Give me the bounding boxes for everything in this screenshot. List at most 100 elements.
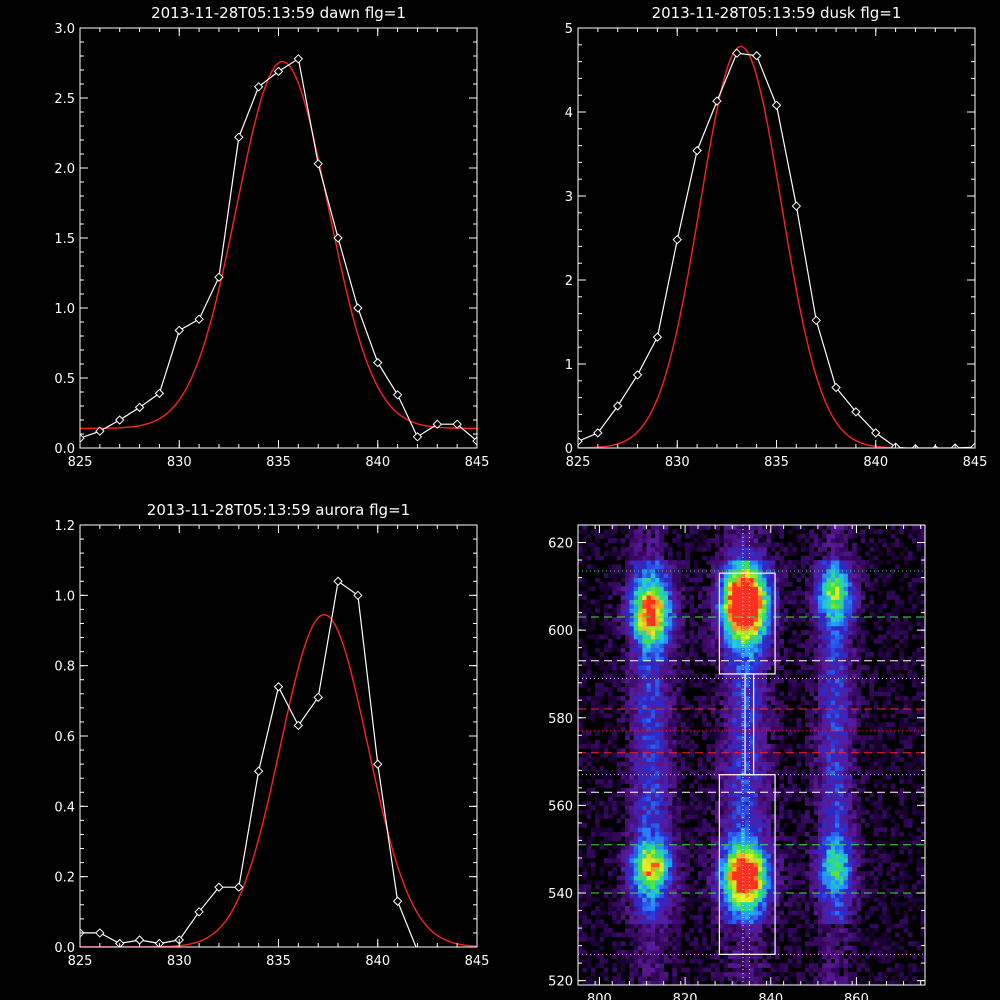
heatmap-cell [843, 958, 849, 964]
heatmap-cell [890, 678, 896, 684]
heatmap-cell [655, 871, 660, 876]
heatmap-cell [650, 875, 656, 881]
heatmap-cell [616, 687, 622, 692]
heatmap-cell [693, 919, 699, 925]
heatmap-cell [685, 976, 690, 981]
heatmap-cell [659, 722, 665, 727]
heatmap-cell [895, 766, 900, 771]
heatmap-cell [886, 858, 892, 863]
heatmap-cell [852, 761, 857, 767]
heatmap-cell [822, 748, 827, 754]
heatmap-cell [839, 757, 844, 762]
heatmap-cell [625, 932, 630, 938]
heatmap-cell [578, 779, 583, 784]
heatmap-cell [578, 722, 583, 727]
heatmap-cell [710, 704, 716, 710]
heatmap-cell [813, 801, 819, 806]
heatmap-cell [822, 814, 827, 819]
heatmap-cell [843, 849, 849, 854]
heatmap-cell [877, 730, 883, 736]
heatmap-cell [813, 783, 819, 789]
heatmap-cell [582, 923, 587, 929]
heatmap-cell [719, 840, 725, 846]
heatmap-cell [839, 700, 844, 705]
heatmap-cell [783, 809, 789, 815]
heatmap-cell [792, 660, 797, 666]
heatmap-cell [800, 744, 806, 749]
heatmap-cell [676, 695, 682, 701]
heatmap-cell [710, 936, 716, 942]
dusk-data-point [712, 96, 722, 106]
heatmap-cell [856, 914, 862, 920]
heatmap-cell [676, 919, 682, 925]
heatmap-cell [770, 748, 776, 754]
heatmap-cell [809, 704, 814, 710]
heatmap-cell [877, 805, 883, 811]
heatmap-cell [822, 914, 827, 920]
heatmap-cell [732, 906, 737, 911]
dawn-data-point [333, 233, 343, 243]
heatmap-cell [826, 796, 832, 802]
heatmap-cell [655, 652, 660, 657]
heatmap-cell [727, 722, 733, 727]
heatmap-cell [689, 827, 695, 833]
heatmap-cell [732, 726, 737, 732]
heatmap-cell [599, 954, 605, 960]
heatmap-cell [727, 766, 733, 771]
heatmap-cell [646, 744, 652, 749]
heatmap-cell [830, 914, 836, 920]
heatmap-cell [899, 735, 904, 741]
heatmap-cell [676, 809, 682, 815]
heatmap-cell [895, 963, 900, 968]
heatmap-cell [753, 766, 759, 771]
heatmap-cell [633, 783, 639, 789]
heatmap-cell [847, 954, 853, 960]
heatmap-cell [740, 805, 746, 811]
heatmap-cell [642, 735, 647, 741]
heatmap-cell [912, 941, 917, 946]
heatmap-cell [753, 827, 759, 833]
heatmap-cell [715, 748, 720, 754]
heatmap-cell [856, 879, 862, 885]
heatmap-cell [839, 713, 844, 719]
heatmap-cell [655, 792, 660, 797]
heatmap-cell [620, 980, 626, 986]
heatmap-cell [715, 906, 720, 911]
heatmap-cell [719, 652, 725, 657]
heatmap-cell [629, 774, 635, 780]
heatmap-cell [762, 792, 767, 797]
heatmap-cell [616, 884, 622, 889]
heatmap-cell [650, 831, 656, 837]
heatmap-cell [869, 971, 874, 977]
heatmap-cell [723, 884, 729, 889]
heatmap-cell [616, 787, 622, 793]
heatmap-cell [719, 801, 725, 806]
heatmap-cell [599, 932, 605, 938]
heatmap-cell [809, 709, 814, 714]
heatmap-cell [668, 665, 673, 670]
heatmap-cell [843, 674, 849, 679]
heatmap-cell [736, 818, 742, 824]
heatmap-cell [633, 950, 639, 955]
heatmap-cell [856, 704, 862, 710]
heatmap-cell [762, 717, 767, 723]
heatmap-cell [847, 752, 853, 758]
heatmap-cell [659, 709, 665, 714]
heatmap-cell [732, 660, 737, 666]
heatmap-cell [646, 967, 652, 973]
heatmap-cell [822, 766, 827, 771]
heatmap-cell [612, 919, 617, 925]
heatmap-cell [582, 914, 587, 920]
heatmap-cell [809, 801, 814, 806]
heatmap-cell [847, 971, 853, 977]
heatmap-cell [757, 897, 763, 903]
heatmap-cell [865, 704, 870, 710]
heatmap-cell [805, 752, 810, 758]
heatmap-cell [599, 709, 605, 714]
heatmap-cell [719, 897, 725, 903]
heatmap-cell [603, 774, 609, 780]
heatmap-cell [582, 656, 587, 662]
heatmap-cell [612, 893, 617, 898]
heatmap-cell [877, 761, 883, 767]
heatmap-cell [642, 665, 647, 670]
